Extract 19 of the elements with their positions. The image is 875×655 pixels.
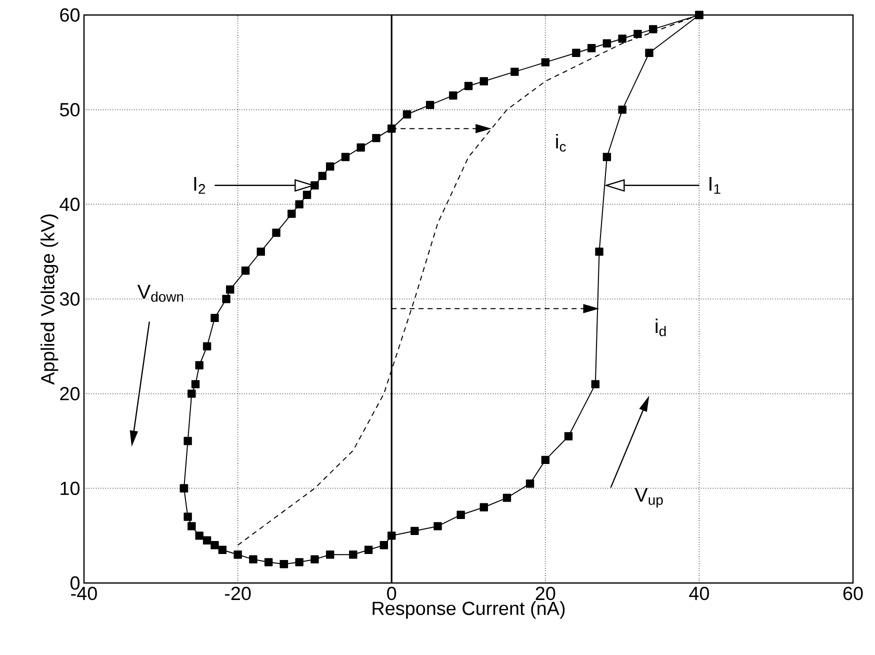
x-tick-label: 0 (387, 586, 396, 600)
y-tick-label: 50 (60, 102, 80, 116)
y-axis-title: Applied Voltage (kV) (40, 214, 58, 385)
annotation: i$_{c}$ (556, 134, 566, 152)
annotation: V$_{down}$ (137, 284, 184, 302)
y-tick-label: 60 (60, 8, 80, 22)
x-axis-title: Response Current (nA) (372, 601, 565, 619)
y-tick-label: 40 (60, 198, 80, 212)
annotation: V$_{up}$ (634, 488, 663, 508)
x-tick-label: 40 (689, 586, 709, 600)
annotation: I$_{2}$ (194, 177, 206, 194)
y-tick-label: 30 (60, 292, 80, 306)
y-tick-label: 20 (60, 386, 80, 400)
y-tick-label: 10 (60, 482, 80, 496)
x-tick-label: -20 (224, 586, 251, 600)
annotation: I$_{1}$ (710, 177, 720, 194)
annotation: i$_{d}$ (656, 318, 666, 336)
x-tick-label: 60 (843, 586, 863, 600)
x-tick-label: 20 (536, 586, 556, 600)
